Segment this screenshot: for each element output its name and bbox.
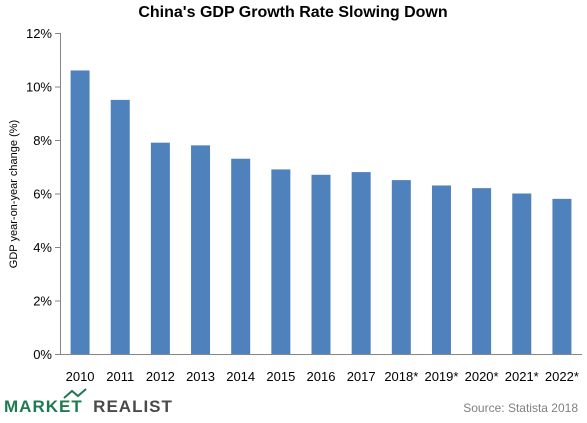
x-tick-label: 2012 <box>146 369 175 384</box>
y-tick-label: 2% <box>33 294 52 309</box>
x-tick-label: 2011 <box>106 369 134 384</box>
bar-2012 <box>150 142 170 354</box>
bar-2014 <box>231 158 251 354</box>
y-tick-label: 4% <box>33 240 52 255</box>
logo-text-realist: REALIST <box>93 397 173 416</box>
bar-2013 <box>191 145 211 354</box>
bar-2017 <box>351 172 371 354</box>
bar-2011 <box>110 99 130 354</box>
bar-2015 <box>271 169 291 354</box>
y-tick-label: 6% <box>33 187 52 202</box>
y-tick-label: 12% <box>26 26 52 41</box>
x-tick-label: 2017 <box>347 369 376 384</box>
chart-title: China's GDP Growth Rate Slowing Down <box>138 4 447 21</box>
bar-2020 <box>472 188 492 354</box>
x-tick-label: 2015 <box>266 369 295 384</box>
y-tick-label: 0% <box>33 347 52 362</box>
x-axis-ticks: 2010 2011 2012 2013 2014 2015 2016 2017 2018* 201… <box>66 369 579 384</box>
x-tick-label: 2016 <box>307 369 336 384</box>
x-tick-label: 2010 <box>66 369 95 384</box>
logo-arrow-icon <box>63 388 87 399</box>
bar-2016 <box>311 174 331 354</box>
bar-2022 <box>552 198 572 354</box>
y-tick-label: 8% <box>33 133 52 148</box>
x-tick-label: 2022* <box>545 369 579 384</box>
bars-group <box>70 70 572 354</box>
x-tick-label: 2021* <box>505 369 539 384</box>
bar-2010 <box>70 70 90 354</box>
y-axis-label: GDP year-on-year change (%) <box>8 120 20 268</box>
bar-2021 <box>512 193 532 354</box>
x-tick-label: 2013 <box>186 369 215 384</box>
y-tick-label: 10% <box>26 80 52 95</box>
x-tick-label: 2014 <box>226 369 255 384</box>
source-note: Source: Statista 2018 <box>463 401 578 415</box>
svg-text:MARKET REALIST: MARKET REALIST <box>4 397 173 416</box>
x-tick-label: 2018* <box>384 369 418 384</box>
x-tick-label: 2019* <box>424 369 458 384</box>
x-tick-label: 2020* <box>465 369 499 384</box>
market-realist-logo: MARKET REALIST <box>4 388 173 416</box>
bar-2019 <box>431 185 451 354</box>
bar-2018 <box>391 180 411 354</box>
y-axis-ticks: 0% 2% 4% 6% 8% 10% 12% <box>26 26 60 362</box>
logo-text-market: MARKET <box>4 397 83 416</box>
